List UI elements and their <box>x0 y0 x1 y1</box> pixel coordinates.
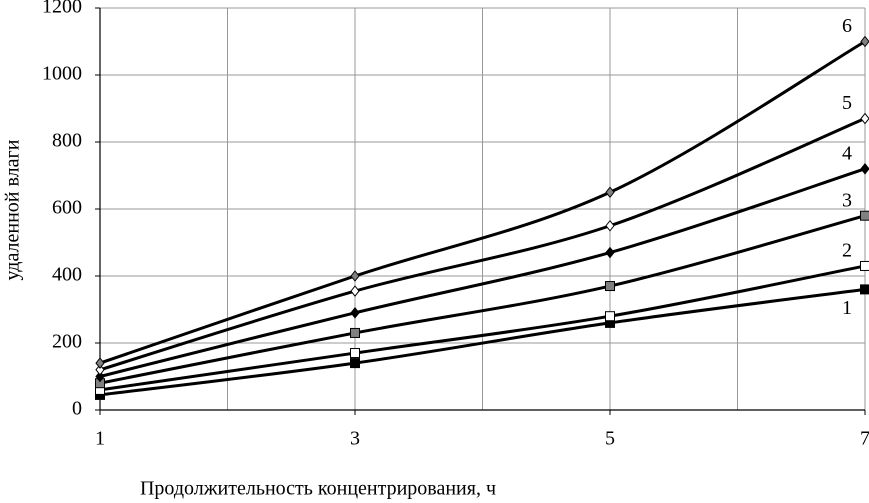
marker <box>605 246 615 259</box>
marker <box>605 186 615 199</box>
x-tick-label: 7 <box>860 428 869 450</box>
y-tick-label: 600 <box>52 197 82 219</box>
y-axis-label: удаленной влаги <box>2 139 24 280</box>
marker <box>95 357 105 369</box>
x-tick-label: 3 <box>350 428 360 450</box>
series-line <box>99 167 866 378</box>
y-tick-label: 200 <box>52 331 82 353</box>
x-tick-label: 1 <box>95 428 105 450</box>
y-tick-label: 0 <box>72 398 82 420</box>
marker <box>350 307 360 319</box>
series-line <box>99 40 866 365</box>
marker <box>860 210 869 221</box>
marker <box>95 363 105 376</box>
series-label: 5 <box>842 92 852 114</box>
series-label: 4 <box>842 142 852 164</box>
y-tick-label: 800 <box>52 130 82 152</box>
marker <box>95 370 105 383</box>
marker <box>605 219 615 232</box>
marker <box>860 112 869 125</box>
series-line <box>99 117 866 372</box>
marker <box>860 284 869 295</box>
marker <box>350 285 360 297</box>
marker <box>860 35 869 48</box>
marker <box>350 270 360 282</box>
marker <box>350 348 360 359</box>
marker <box>605 281 615 292</box>
y-tick-label: 400 <box>52 264 82 286</box>
marker <box>605 311 615 322</box>
y-tick-label: 1200 <box>42 0 82 18</box>
marker <box>860 260 869 271</box>
marker <box>350 327 360 338</box>
series-label: 3 <box>842 189 852 211</box>
marker <box>860 162 869 175</box>
marker <box>350 358 360 369</box>
series-line <box>99 287 866 397</box>
series-label: 6 <box>842 15 852 37</box>
series-label: 2 <box>842 240 852 262</box>
x-tick-label: 5 <box>605 428 615 450</box>
series-line <box>99 214 866 385</box>
series-line <box>99 264 866 392</box>
x-axis-label: Продолжительность концентрирования, ч <box>140 478 496 500</box>
series-label: 1 <box>842 297 852 319</box>
y-tick-label: 1000 <box>42 63 82 85</box>
